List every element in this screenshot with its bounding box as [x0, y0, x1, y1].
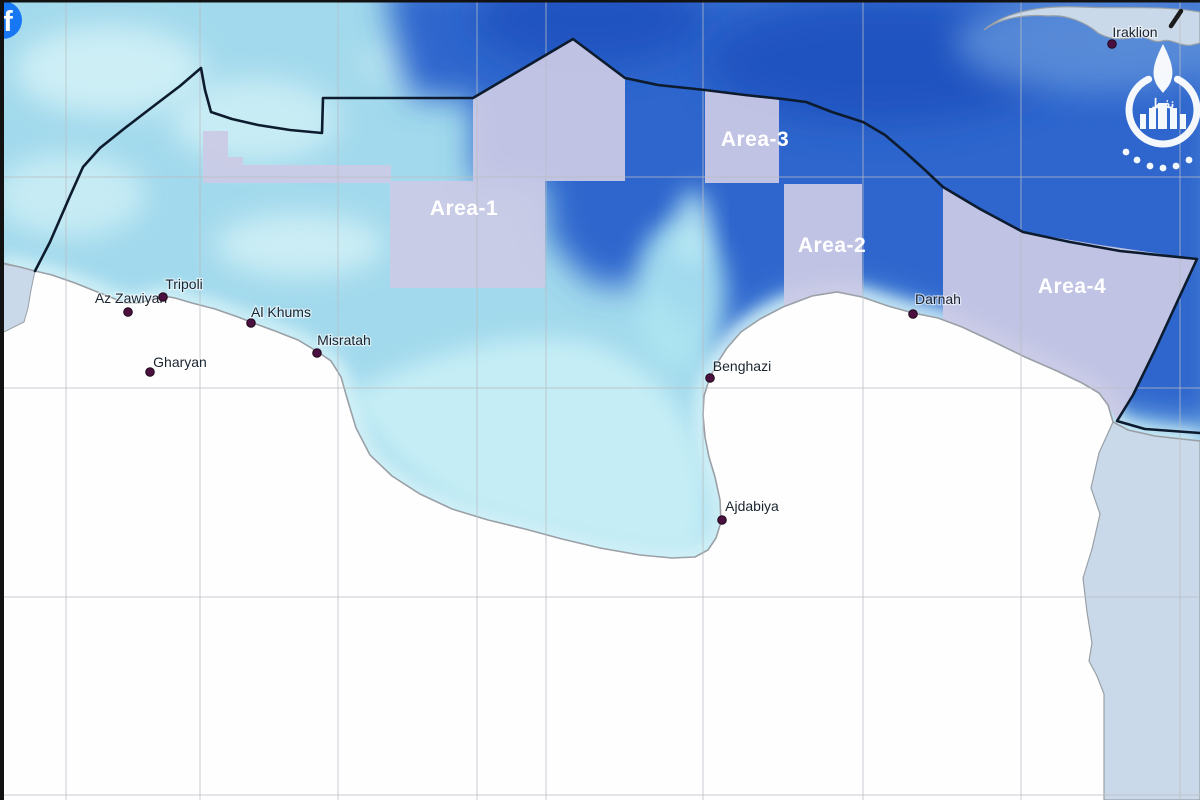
libya-landmass — [0, 263, 1200, 800]
sea-layer — [345, 337, 708, 554]
sea-layer — [15, 25, 205, 115]
city-label-gharyan: Gharyan — [153, 354, 207, 370]
crete-island — [983, 6, 1200, 46]
area-4-label: Area-4 — [1038, 275, 1106, 298]
noc-logo: نفط — [1122, 44, 1200, 172]
offshore-area-polygons — [203, 39, 1197, 421]
area-1-polygon — [473, 39, 625, 181]
city-dot-az-zawiyah — [123, 307, 133, 317]
city-dot-ajdabiya — [717, 515, 727, 525]
city-label-az-zawiyah: Az Zawiyah — [95, 290, 167, 306]
offshore-area-labels: Area-1 Area-2 Area-3 Area-4 — [430, 128, 1106, 298]
sea-layer — [215, 213, 385, 277]
area-2-label: Area-2 — [798, 234, 866, 257]
facebook-icon: f — [0, 1, 22, 39]
city-dot-tripoli — [158, 292, 168, 302]
city-dot-iraklion — [1107, 39, 1117, 49]
facebook-circle — [0, 1, 22, 39]
sea-layer — [170, 78, 340, 162]
area-3-polygon — [705, 89, 779, 183]
city-label-ajdabiya: Ajdabiya — [725, 498, 779, 514]
area-1-polygon — [390, 181, 545, 288]
city-dot-al-khums — [246, 318, 256, 328]
city-label-iraklion: Iraklion — [1112, 24, 1157, 40]
city-label-al-khums: Al Khums — [251, 304, 311, 320]
sea-layer — [0, 153, 145, 237]
area-2-polygon — [784, 184, 862, 312]
noc-arc-icon — [1125, 75, 1200, 148]
area-4-polygon — [943, 186, 1197, 421]
sea-layer — [675, 190, 711, 266]
city-label-misratah: Misratah — [317, 332, 371, 348]
maritime-boundary-line — [33, 37, 1200, 435]
city-dot-gharyan — [145, 367, 155, 377]
noc-skyline-icon — [1140, 103, 1186, 129]
city-dot-misratah — [312, 348, 322, 358]
city-label-tripoli: Tripoli — [165, 276, 203, 292]
corner-tick-mark — [1168, 8, 1184, 29]
libya-coastline — [0, 262, 1200, 559]
land-masses — [0, 6, 1200, 800]
city-dot-benghazi — [705, 373, 715, 383]
city-label-benghazi: Benghazi — [713, 358, 771, 374]
area-1-label: Area-1 — [430, 197, 498, 220]
area-1-polygon — [203, 131, 391, 183]
city-dot-darnah — [908, 309, 918, 319]
frame-top-edge — [0, 0, 1200, 3]
area-3-label: Area-3 — [721, 128, 789, 151]
frame-left-edge — [0, 0, 4, 800]
city-label-darnah: Darnah — [915, 291, 961, 307]
noc-dots-icon — [1122, 148, 1193, 172]
sea-layer — [475, 0, 705, 66]
noc-flame-icon — [1153, 44, 1173, 93]
facebook-letter: f — [3, 6, 13, 38]
